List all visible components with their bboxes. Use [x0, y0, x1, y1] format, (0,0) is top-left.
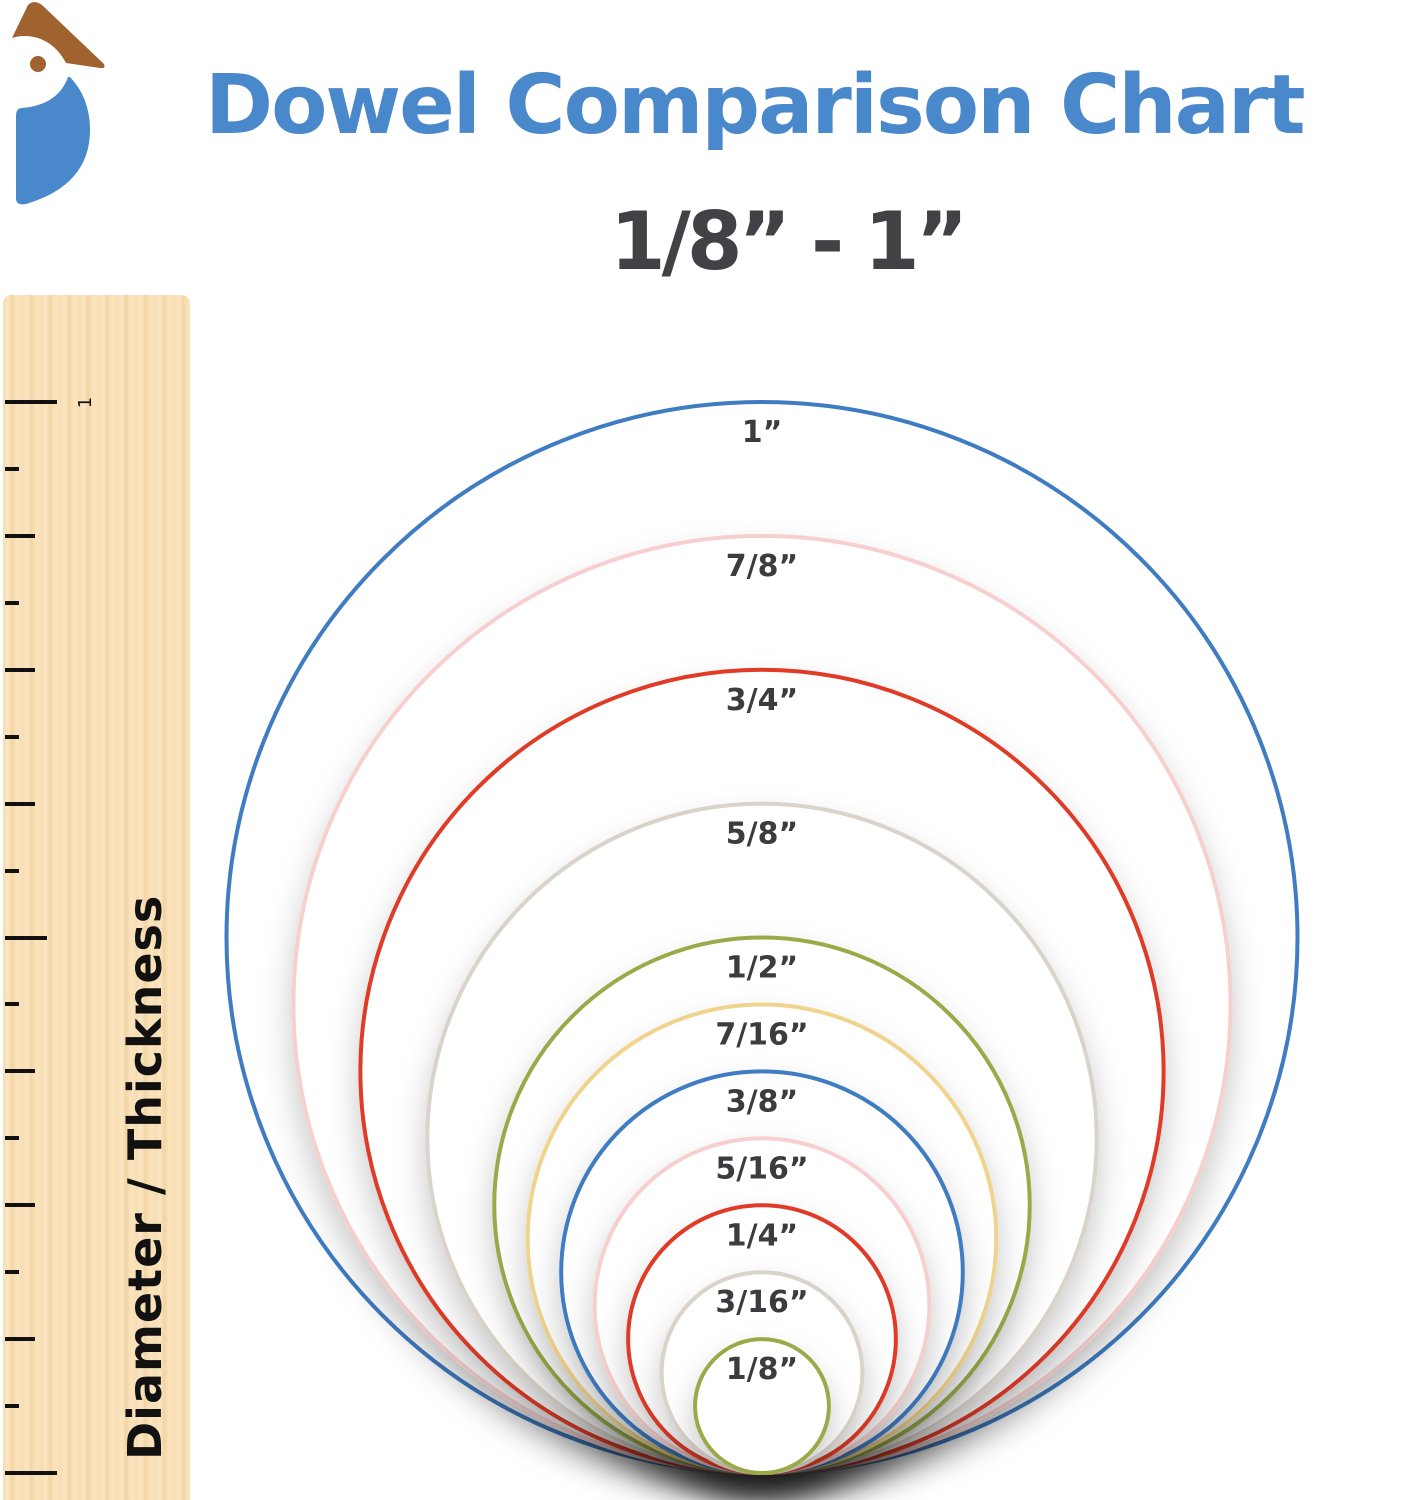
dowel-size-label: 1” [742, 415, 783, 450]
dowel-size-label: 7/8” [726, 549, 798, 584]
dowel-circle [693, 1337, 831, 1475]
dowel-size-label: 3/8” [726, 1084, 798, 1119]
ruler-tick [5, 466, 19, 471]
ruler-tick [5, 1136, 19, 1141]
page-title: Dowel Comparison Chart [205, 58, 1306, 153]
dowel-size-label: 3/16” [715, 1285, 808, 1320]
dowel-size-label: 7/16” [715, 1017, 808, 1052]
ruler-tick [5, 1203, 35, 1208]
dowel-size-label: 1/4” [726, 1218, 798, 1253]
ruler-tick [5, 935, 47, 940]
ruler-tick [5, 600, 19, 605]
ruler-tick [5, 1002, 19, 1007]
wooden-ruler [3, 295, 190, 1500]
ruler-tick [5, 1069, 35, 1074]
ruler-tick [5, 1337, 35, 1342]
ruler-tick [5, 1404, 19, 1409]
page-subtitle: 1/8” - 1” [610, 195, 968, 288]
dowel-size-label: 3/4” [726, 683, 798, 718]
bird-logo-icon [12, 2, 105, 205]
dowel-size-label: 1/8” [726, 1352, 798, 1387]
dowel-size-label: 5/8” [726, 817, 798, 852]
dowel-size-label: 5/16” [715, 1151, 808, 1186]
dowel-size-label: 1/2” [726, 951, 798, 986]
ruler-tick [5, 400, 57, 404]
ruler-tick [5, 533, 35, 538]
ruler-tick [5, 801, 35, 806]
ruler-tick [5, 868, 19, 873]
ruler-tick [5, 1471, 57, 1475]
ruler-tick [5, 1270, 19, 1275]
ruler-tick [5, 734, 19, 739]
ruler-tick [5, 667, 35, 672]
